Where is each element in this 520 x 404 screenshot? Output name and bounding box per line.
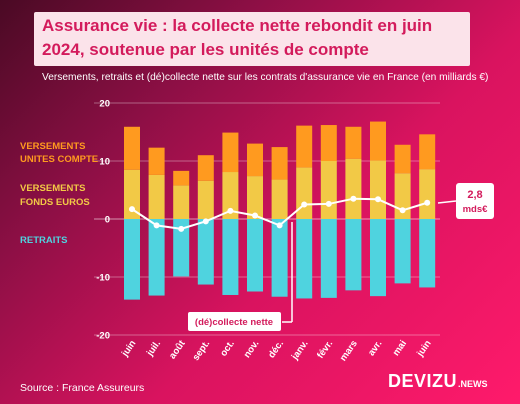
legend-euros-line-1: VERSEMENTS [20,183,85,194]
x-tick-label: nov. [242,338,262,360]
bar-versements-fonds-euros [320,161,337,219]
chart-legend: VERSEMENTS UNITES COMPTE VERSEMENTS FOND… [20,141,98,246]
bar-retraits [271,219,288,297]
chart-title-line-2: 2024, soutenue par les unités de compte [42,40,369,59]
bar-retraits [222,219,239,295]
bar-retraits [419,219,436,288]
brand-suffix: .NEWS [458,379,488,389]
net-collecte-point [202,218,209,225]
bar-versements-unites-compte [197,155,214,181]
bar-versements-unites-compte [247,143,263,177]
bar-versements-unites-compte [296,125,313,168]
x-tick-label: juil. [144,338,163,359]
net-line-callout: (dé)collecte nette [188,222,293,331]
callout-connector [437,200,457,204]
last-value-callout: 2,8 mds€ [437,183,494,219]
y-tick-label: -10 [96,273,110,284]
y-tick-label: 20 [99,99,110,110]
net-collecte-point [399,207,406,214]
x-tick-label: août [167,338,188,361]
net-collecte-point [178,225,185,232]
title-background [34,12,470,66]
brand-name: DEVIZU [388,371,458,391]
y-tick-label: 10 [99,157,110,168]
callout-unit: mds€ [463,204,489,215]
source-note: Source : France Assureurs [20,382,145,394]
x-axis-labels: juin juil. août sept. oct. nov. déc. janv. févr.… [119,338,434,364]
callout-box [456,183,494,219]
bar-versements-unites-compte [173,170,190,186]
y-tick-label: -20 [96,331,110,342]
net-collecte-point [227,207,234,214]
chart-title-line-1: Assurance vie : la collecte nette rebond… [42,16,433,35]
net-callout-box [188,312,281,331]
bar-retraits [320,219,337,298]
x-tick-label: déc. [266,338,286,360]
bar-retraits [197,219,214,285]
x-tick-label: mars [338,338,360,363]
y-tick-label: 0 [105,215,110,226]
net-collecte-point [301,201,308,208]
bar-versements-fonds-euros [247,176,263,219]
net-collecte-point [424,199,431,206]
bar-retraits [394,219,411,284]
net-collecte-point [350,195,357,202]
x-tick-label: sept. [191,338,213,362]
x-tick-label: janv. [289,338,311,362]
x-tick-label: juin [414,338,433,359]
bar-retraits [345,219,362,291]
bar-retraits [173,219,190,277]
bar-versements-fonds-euros [370,160,386,219]
bar-versements-fonds-euros [173,185,190,219]
x-tick-label: oct. [218,338,237,358]
bar-retraits [370,219,386,297]
bar-versements-fonds-euros [419,169,436,219]
legend-uc-line-2: UNITES COMPTE [20,154,98,165]
bar-versements-unites-compte [271,147,288,180]
bar-versements-unites-compte [320,125,337,161]
legend-uc-line-1: VERSEMENTS [20,141,85,152]
bar-versements-fonds-euros [345,158,362,219]
bar-retraits [247,219,263,292]
bar-versements-unites-compte [345,126,362,159]
bar-retraits [148,219,165,296]
legend-retraits: RETRAITS [20,235,68,246]
bar-versements-fonds-euros [197,180,214,219]
bar-versements-unites-compte [370,121,386,161]
x-tick-label: mai [391,338,409,358]
x-tick-label: juin [119,338,138,359]
net-collecte-point [252,212,258,219]
callout-value: 2,8 [467,189,482,201]
net-collecte-point [325,200,332,207]
bar-versements-unites-compte [222,132,239,173]
x-tick-label: avr. [366,338,384,358]
net-line-group [129,195,431,232]
chart-bars [124,121,436,300]
bar-retraits [124,219,140,300]
net-callout-label: (dé)collecte nette [195,317,273,328]
net-collecte-point [276,222,283,229]
x-tick-label: févr. [315,338,335,360]
net-collecte-point [153,222,160,229]
bar-versements-fonds-euros [124,169,140,219]
bar-versements-fonds-euros [271,179,288,219]
bar-versements-fonds-euros [148,174,165,219]
bar-versements-fonds-euros [222,172,239,219]
bar-versements-unites-compte [419,134,436,170]
bar-versements-fonds-euros [296,167,313,219]
net-collecte-point [375,196,381,203]
bar-versements-unites-compte [148,147,165,175]
legend-euros-line-2: FONDS EUROS [20,197,90,208]
brand-logo: DEVIZU.NEWS [388,371,488,392]
chart-title: Assurance vie : la collecte nette rebond… [42,14,482,62]
bar-retraits [296,219,313,299]
bar-versements-unites-compte [394,144,411,174]
bar-versements-unites-compte [124,126,140,170]
net-collecte-point [129,206,135,213]
chart-subtitle: Versements, retraits et (dé)collecte net… [42,72,489,83]
